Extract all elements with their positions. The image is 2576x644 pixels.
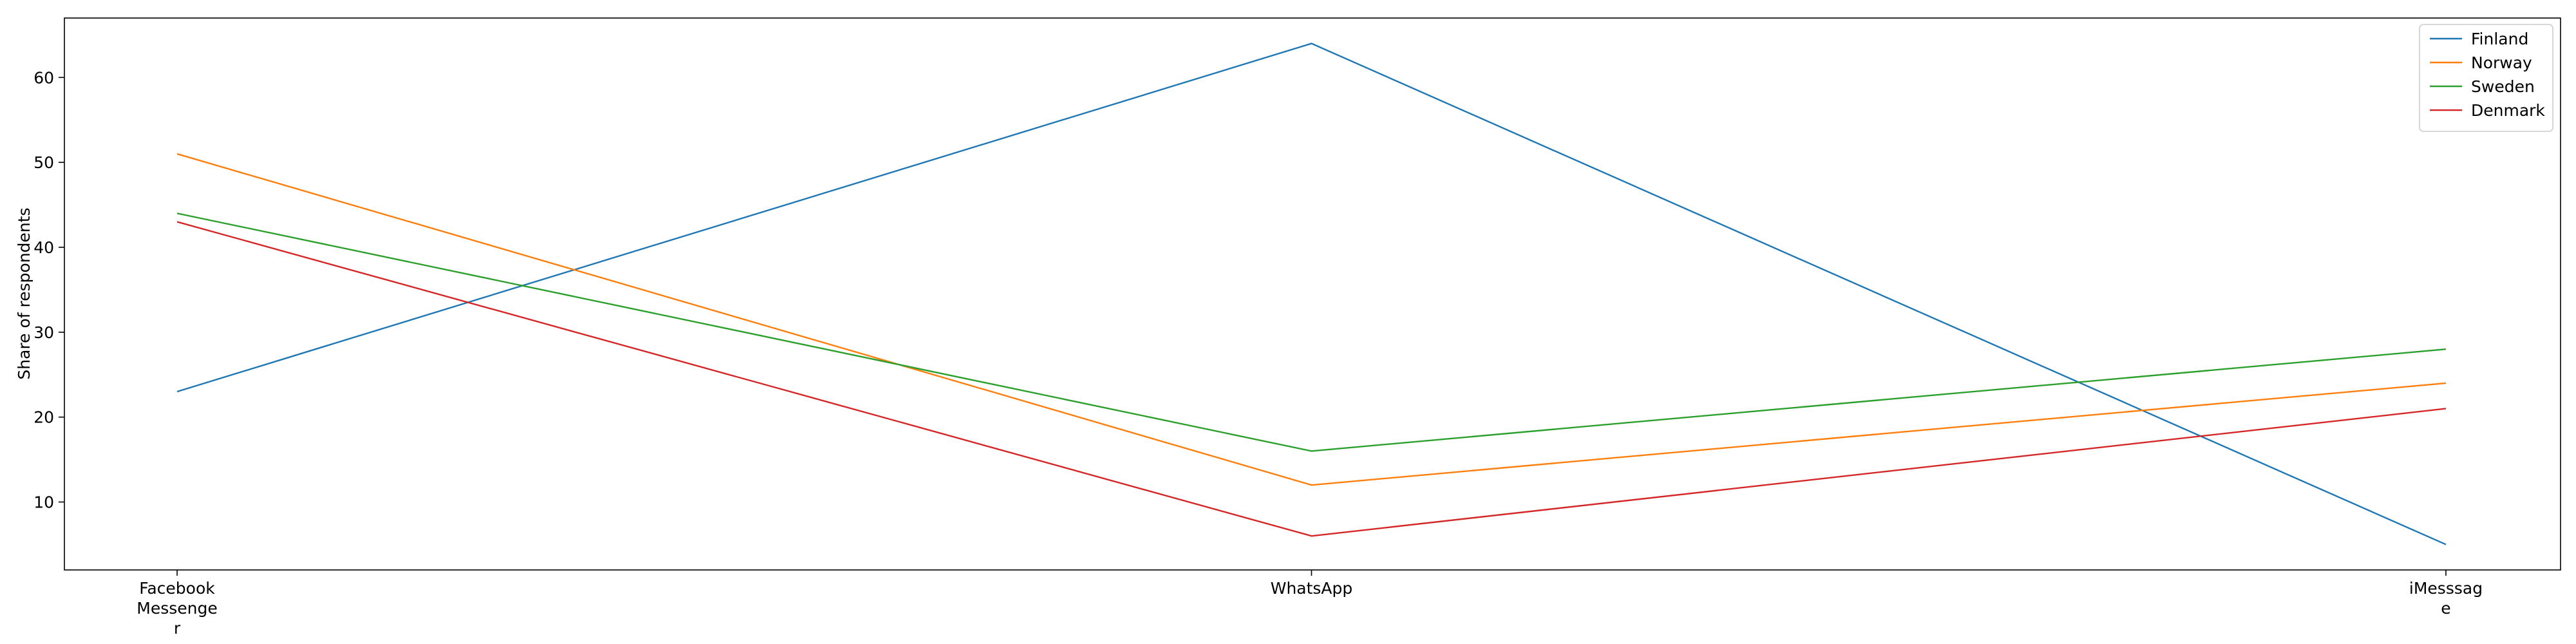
y-axis-label: Share of respondents bbox=[15, 207, 33, 379]
y-axis: 10 20 30 40 50 60 bbox=[33, 68, 64, 512]
legend-label: Norway bbox=[2471, 53, 2532, 72]
legend-label: Finland bbox=[2471, 30, 2528, 48]
x-tick-label: Facebook Messenge r bbox=[137, 579, 217, 638]
x-tick-label: iMesssag e bbox=[2409, 579, 2483, 618]
series-line-sweden bbox=[176, 213, 2447, 452]
x-tick-label: WhatsApp bbox=[1271, 579, 1353, 598]
series-lines bbox=[176, 43, 2447, 545]
legend-box bbox=[2419, 24, 2553, 132]
series-line-norway bbox=[176, 153, 2447, 486]
series-line-finland bbox=[176, 43, 2447, 545]
y-tick-label: 50 bbox=[33, 153, 54, 172]
legend-label: Denmark bbox=[2471, 101, 2545, 120]
legend: Finland Norway Sweden Denmark bbox=[2419, 24, 2553, 132]
y-tick-label: 10 bbox=[33, 493, 54, 512]
legend-label: Sweden bbox=[2471, 77, 2535, 96]
x-axis: Facebook Messenge r WhatsApp iMesssag e bbox=[137, 570, 2483, 638]
y-tick-label: 20 bbox=[33, 408, 54, 427]
plot-frame bbox=[64, 17, 2561, 571]
y-tick-label: 30 bbox=[33, 323, 54, 342]
y-tick-label: 60 bbox=[33, 68, 54, 87]
y-tick-label: 40 bbox=[33, 238, 54, 257]
series-line-denmark bbox=[176, 221, 2447, 537]
